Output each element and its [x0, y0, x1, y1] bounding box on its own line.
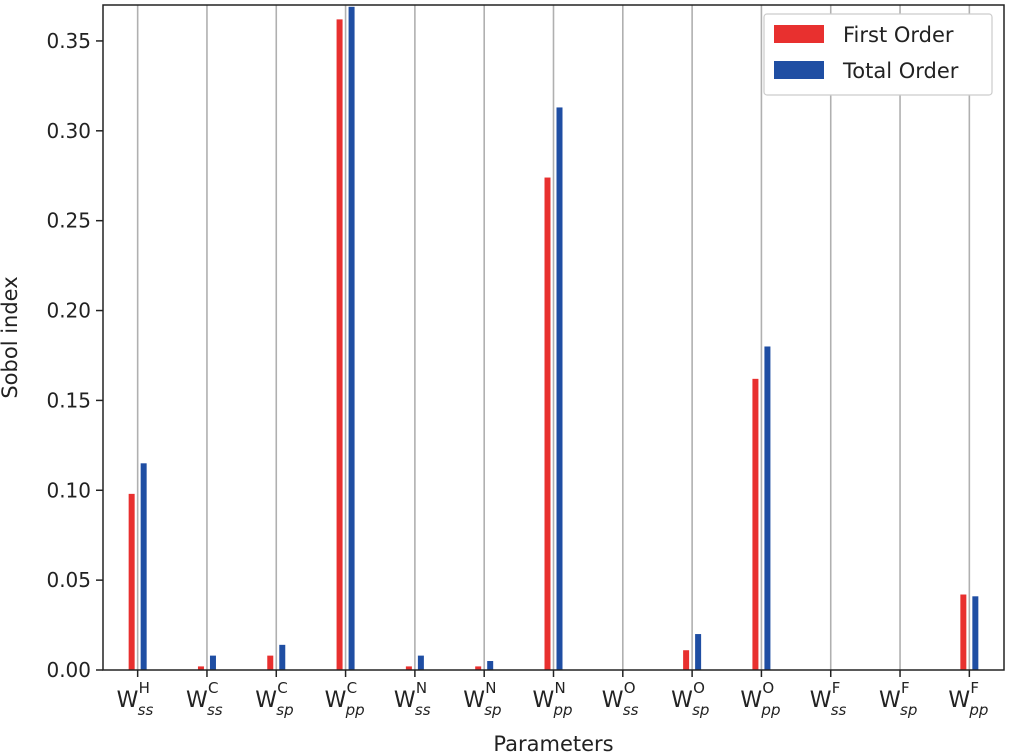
- x-tick-superscript: C: [347, 679, 357, 697]
- x-tick-superscript: F: [832, 679, 841, 697]
- x-tick-superscript: N: [485, 679, 496, 697]
- legend-swatch-first-order: [774, 25, 824, 43]
- bar-total-order: [209, 655, 216, 670]
- x-tick-main: W: [533, 688, 555, 713]
- x-tick-superscript: C: [277, 679, 287, 697]
- x-tick-label: W Hss: [117, 679, 154, 719]
- bar-total-order: [487, 661, 494, 670]
- x-tick-main: W: [394, 688, 416, 713]
- x-tick-main: W: [255, 688, 277, 713]
- bar-first-order: [960, 594, 967, 670]
- bar-total-order: [279, 644, 286, 670]
- x-tick-subscript: ss: [831, 701, 847, 719]
- x-tick-subscript: ss: [207, 701, 223, 719]
- x-tick-main: W: [602, 688, 624, 713]
- bar-total-order: [140, 463, 147, 670]
- bar-first-order: [197, 666, 204, 670]
- x-tick-label: W Css: [186, 679, 223, 719]
- x-tick-subscript: pp: [968, 701, 988, 719]
- bar-first-order: [128, 493, 135, 670]
- legend-label-first-order: First Order: [843, 23, 954, 47]
- x-tick-main: W: [879, 688, 901, 713]
- x-tick-label: W Nss: [394, 679, 431, 719]
- x-tick-main: W: [740, 688, 762, 713]
- x-axis-ticks: W Hss W Css W Csp W Cpp W Nss W Nsp W Npp W Oss W Osp W Opp…: [117, 670, 988, 719]
- bar-total-order: [972, 596, 979, 670]
- x-tick-superscript: N: [416, 679, 427, 697]
- x-tick-superscript: O: [693, 679, 705, 697]
- y-tick-label: 0.00: [46, 658, 91, 682]
- x-tick-subscript: pp: [760, 701, 780, 719]
- grid-lines: [136, 5, 971, 670]
- x-tick-superscript: O: [624, 679, 636, 697]
- x-tick-label: W Csp: [255, 679, 293, 719]
- x-tick-superscript: H: [139, 679, 150, 697]
- x-tick-superscript: F: [970, 679, 979, 697]
- x-tick-label: W Nsp: [463, 679, 501, 719]
- bar-first-order: [336, 19, 343, 671]
- x-tick-subscript: sp: [692, 701, 709, 719]
- x-tick-subscript: ss: [138, 701, 154, 719]
- bar-total-order: [348, 6, 355, 670]
- x-tick-subscript: sp: [484, 701, 501, 719]
- x-tick-subscript: pp: [345, 701, 365, 719]
- legend-label-total-order: Total Order: [842, 59, 959, 83]
- bars: [128, 6, 979, 671]
- x-tick-subscript: sp: [900, 701, 917, 719]
- x-tick-main: W: [948, 688, 970, 713]
- x-tick-label: W Npp: [533, 679, 573, 719]
- x-tick-subscript: ss: [415, 701, 431, 719]
- x-tick-main: W: [186, 688, 208, 713]
- bar-total-order: [695, 634, 702, 670]
- x-tick-label: W Cpp: [325, 679, 365, 719]
- x-tick-subscript: pp: [553, 701, 573, 719]
- x-tick-label: W Oss: [602, 679, 639, 719]
- x-tick-superscript: O: [762, 679, 774, 697]
- x-tick-main: W: [325, 688, 347, 713]
- x-tick-subscript: sp: [276, 701, 293, 719]
- y-tick-label: 0.05: [46, 568, 91, 592]
- x-tick-label: W Osp: [671, 679, 709, 719]
- y-tick-label: 0.30: [46, 119, 91, 143]
- bar-first-order: [683, 650, 690, 670]
- x-tick-label: W Opp: [740, 679, 780, 719]
- y-tick-label: 0.25: [46, 209, 91, 233]
- legend-swatch-total-order: [774, 61, 824, 79]
- x-tick-superscript: C: [208, 679, 218, 697]
- bar-first-order: [544, 177, 551, 671]
- x-tick-main: W: [810, 688, 832, 713]
- y-tick-label: 0.10: [46, 478, 91, 502]
- y-tick-label: 0.15: [46, 388, 91, 412]
- bar-first-order: [405, 666, 412, 670]
- x-tick-label: W Fsp: [879, 679, 917, 719]
- y-tick-label: 0.35: [46, 29, 91, 53]
- y-axis-ticks: 0.00 0.05 0.10 0.15 0.20 0.25 0.30 0.35: [46, 29, 103, 682]
- bar-total-order: [556, 107, 563, 671]
- bar-first-order: [752, 378, 759, 670]
- bar-first-order: [475, 666, 482, 670]
- bar-first-order: [267, 655, 274, 670]
- x-tick-main: W: [117, 688, 139, 713]
- x-tick-label: W Fpp: [948, 679, 988, 719]
- x-tick-main: W: [671, 688, 693, 713]
- bar-total-order: [417, 655, 424, 670]
- legend: First Order Total Order: [763, 13, 993, 96]
- y-axis-label: Sobol index: [0, 276, 22, 398]
- y-tick-label: 0.20: [46, 299, 91, 323]
- x-axis-label: Parameters: [493, 732, 613, 754]
- x-tick-superscript: F: [901, 679, 910, 697]
- bar-total-order: [764, 346, 771, 670]
- x-tick-label: W Fss: [810, 679, 847, 719]
- x-tick-subscript: ss: [623, 701, 639, 719]
- x-tick-superscript: N: [555, 679, 566, 697]
- x-tick-main: W: [463, 688, 485, 713]
